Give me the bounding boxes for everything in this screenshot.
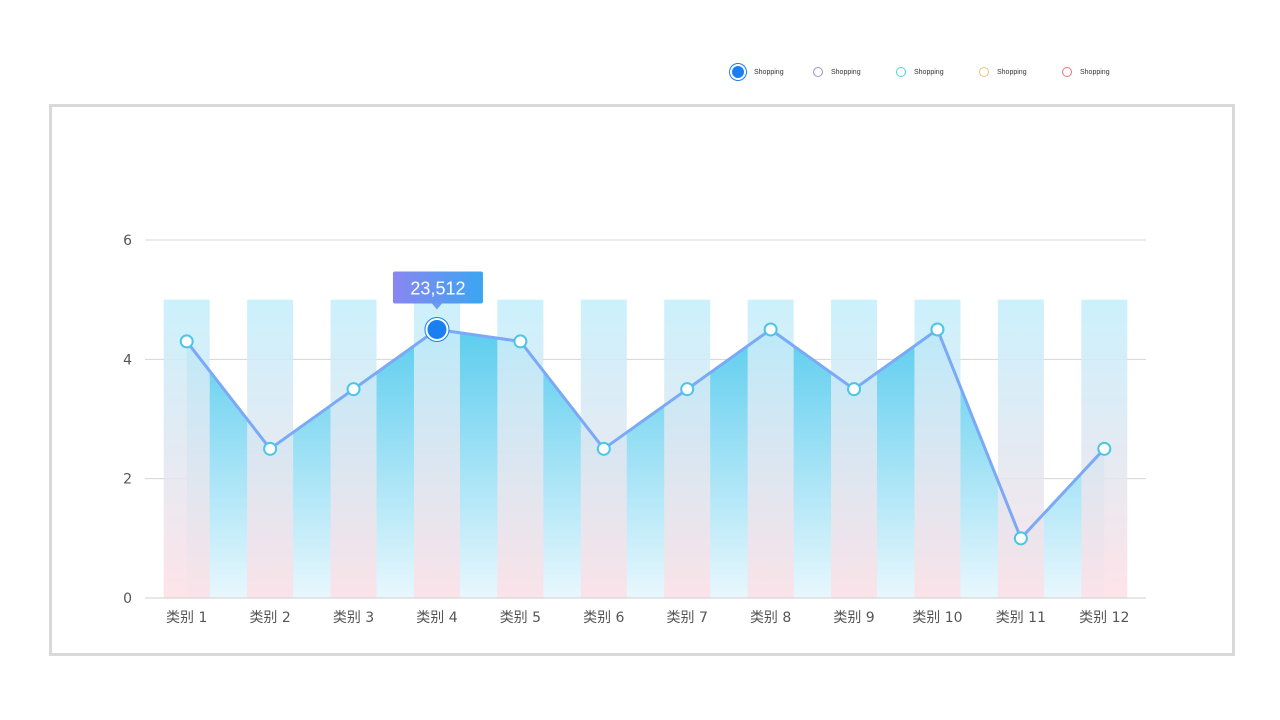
data-point[interactable] (930, 322, 945, 337)
bar-11 (997, 299, 1044, 598)
bar-series (163, 299, 1128, 598)
y-tick-label: 6 (123, 233, 132, 249)
data-point[interactable] (346, 382, 361, 397)
data-point[interactable] (513, 334, 528, 349)
legend-marker-icon (979, 67, 989, 77)
legend-marker-icon (1062, 67, 1072, 77)
legend-label: Shopping (754, 68, 784, 76)
y-tick-label: 4 (123, 352, 132, 368)
legend-item-4[interactable]: Shopping (979, 67, 1062, 77)
legend-marker-icon (896, 67, 906, 77)
data-point[interactable] (263, 441, 278, 456)
x-tick-label: 类别 10 (912, 610, 962, 626)
bar-3 (330, 299, 377, 598)
line-path (185, 328, 1106, 540)
x-tick-label: 类别 3 (333, 610, 374, 626)
bar-5 (497, 299, 544, 598)
x-tick-label: 类别 2 (249, 610, 290, 626)
legend-item-5[interactable]: Shopping (1062, 67, 1145, 77)
tooltip-box (392, 271, 483, 304)
y-tick-label: 2 (123, 472, 132, 488)
tooltip-value: 23,512 (410, 279, 465, 299)
data-point[interactable] (1013, 531, 1028, 546)
data-point[interactable] (596, 441, 611, 456)
data-point[interactable] (179, 334, 194, 349)
data-point[interactable] (1097, 441, 1112, 456)
bar-10 (914, 299, 961, 598)
axes: 0 2 4 6 类别 1 类别 2 类别 3 类别 4 类别 5 类别 6 类别 7 类别 8 类别 9… (123, 233, 1146, 626)
bar-7 (664, 299, 711, 598)
tooltip: 23,512 (392, 271, 483, 310)
legend-label: Shopping (1080, 68, 1110, 76)
area-series (186, 329, 1105, 598)
bar-9 (831, 299, 878, 598)
bar-1 (163, 299, 210, 598)
highlight-point[interactable] (427, 320, 447, 339)
bar-4 (413, 299, 460, 598)
legend: Shopping Shopping Shopping Shopping Shopping (730, 64, 1145, 80)
x-tick-label: 类别 6 (583, 610, 624, 626)
x-tick-label: 类别 4 (416, 610, 457, 626)
legend-marker-icon (730, 64, 746, 80)
legend-marker-icon (813, 67, 823, 77)
tooltip-arrow (431, 303, 442, 310)
x-tick-label: 类别 8 (750, 610, 791, 626)
data-point[interactable] (847, 382, 862, 397)
legend-item-1[interactable]: Shopping (730, 64, 813, 80)
x-tick-label: 类别 7 (667, 610, 708, 626)
x-tick-label: 类别 5 (500, 610, 541, 626)
legend-label: Shopping (997, 68, 1027, 76)
x-tick-label: 类别 11 (996, 610, 1046, 626)
data-point[interactable] (763, 322, 778, 337)
y-tick-label: 0 (123, 591, 132, 607)
x-tick-label: 类别 9 (833, 610, 874, 626)
area-fill (186, 329, 1105, 598)
legend-label: Shopping (914, 68, 944, 76)
x-tick-label: 类别 12 (1079, 610, 1129, 626)
x-tick-label: 类别 1 (166, 610, 207, 626)
legend-item-3[interactable]: Shopping (896, 67, 979, 77)
legend-label: Shopping (831, 68, 861, 76)
line-series (179, 317, 1112, 546)
data-point[interactable] (680, 382, 695, 397)
legend-item-2[interactable]: Shopping (813, 67, 896, 77)
bar-8 (747, 299, 794, 598)
